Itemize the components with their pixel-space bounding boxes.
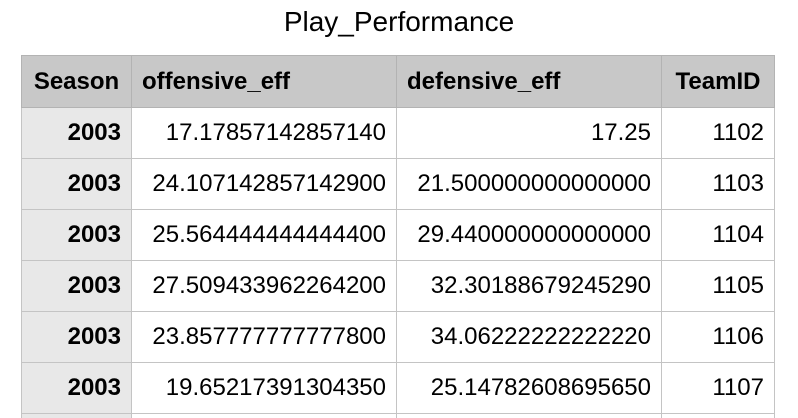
table-row: 2003 17.17857142857140 17.25 1102 <box>22 108 775 159</box>
defensive-eff-cell[interactable]: 21.500000000000000 <box>397 159 662 210</box>
season-cell[interactable]: 2003 <box>22 108 132 159</box>
teamid-cell[interactable]: 1106 <box>662 312 775 363</box>
offensive-eff-cell[interactable]: 17.17857142857140 <box>132 108 397 159</box>
offensive-eff-cell[interactable]: 19.65217391304350 <box>132 363 397 414</box>
teamid-cell[interactable]: 1104 <box>662 210 775 261</box>
offensive-eff-cell[interactable]: 23.857777777777800 <box>132 312 397 363</box>
column-header-season[interactable]: Season <box>22 56 132 108</box>
season-cell[interactable]: 2003 <box>22 363 132 414</box>
table-row: 2003 25.564444444444400 29.4400000000000… <box>22 210 775 261</box>
season-cell[interactable]: 2003 <box>22 261 132 312</box>
offensive-eff-cell[interactable]: 24.107142857142900 <box>132 159 397 210</box>
defensive-eff-cell-partial <box>397 414 662 418</box>
table-row: 2003 19.65217391304350 25.14782608695650… <box>22 363 775 414</box>
teamid-cell[interactable]: 1105 <box>662 261 775 312</box>
table-row: 2003 24.107142857142900 21.5000000000000… <box>22 159 775 210</box>
season-cell[interactable]: 2003 <box>22 159 132 210</box>
defensive-eff-cell[interactable]: 29.440000000000000 <box>397 210 662 261</box>
table-row: 2003 27.509433962264200 32.3018867924529… <box>22 261 775 312</box>
teamid-cell[interactable]: 1102 <box>662 108 775 159</box>
offensive-eff-cell-partial <box>132 414 397 418</box>
defensive-eff-cell[interactable]: 17.25 <box>397 108 662 159</box>
column-header-offensive-eff[interactable]: offensive_eff <box>132 56 397 108</box>
table-title: Play_Performance <box>0 4 798 40</box>
data-table: Season offensive_eff defensive_eff TeamI… <box>21 55 775 418</box>
table-row: 2003 23.857777777777800 34.0622222222222… <box>22 312 775 363</box>
season-cell-partial <box>22 414 132 418</box>
defensive-eff-cell[interactable]: 34.06222222222220 <box>397 312 662 363</box>
teamid-cell[interactable]: 1107 <box>662 363 775 414</box>
defensive-eff-cell[interactable]: 32.30188679245290 <box>397 261 662 312</box>
column-header-defensive-eff[interactable]: defensive_eff <box>397 56 662 108</box>
offensive-eff-cell[interactable]: 25.564444444444400 <box>132 210 397 261</box>
header-row: Season offensive_eff defensive_eff TeamI… <box>22 56 775 108</box>
table-row-partial <box>22 414 775 418</box>
defensive-eff-cell[interactable]: 25.14782608695650 <box>397 363 662 414</box>
teamid-cell[interactable]: 1103 <box>662 159 775 210</box>
teamid-cell-partial <box>662 414 775 418</box>
column-header-teamid[interactable]: TeamID <box>662 56 775 108</box>
offensive-eff-cell[interactable]: 27.509433962264200 <box>132 261 397 312</box>
season-cell[interactable]: 2003 <box>22 210 132 261</box>
season-cell[interactable]: 2003 <box>22 312 132 363</box>
